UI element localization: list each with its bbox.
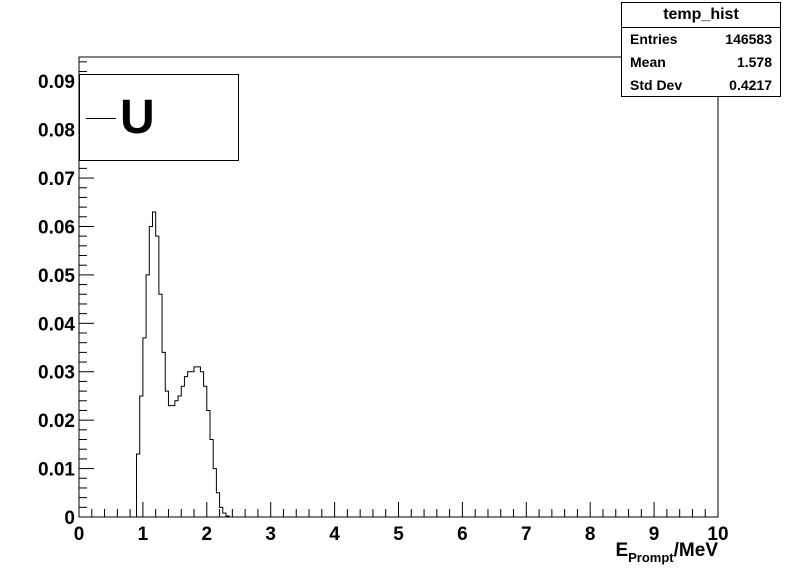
y-tick-label: 0.05 [38,266,75,287]
stats-row-mean: Mean 1.578 [622,51,780,74]
y-tick-label: 0.09 [38,72,75,93]
x-tick-label: 6 [457,524,468,545]
x-tick-label: 4 [329,524,340,545]
legend: U [79,74,239,161]
x-tick-label: 8 [585,524,596,545]
x-axis-label-unit: /MeV [673,540,718,561]
stats-title: temp_hist [622,3,780,28]
stats-label: Entries [630,31,678,47]
x-tick-label: 5 [393,524,404,545]
y-tick-label: 0.01 [38,460,75,481]
legend-line-marker [86,118,116,119]
x-tick-label: 7 [521,524,532,545]
x-tick-label: 3 [265,524,276,545]
stats-row-entries: Entries 146583 [622,28,780,51]
x-tick-label: 10 [707,524,728,545]
y-tick-label: 0.03 [38,363,75,384]
stats-label: Std Dev [630,77,683,93]
x-axis-label: EPrompt/MeV [615,540,718,565]
x-axis-ticks: 0 1 2 3 4 5 6 7 8 9 10 [74,502,729,545]
stats-box: temp_hist Entries 146583 Mean 1.578 Std … [621,2,781,97]
y-tick-label: 0.02 [38,411,75,432]
stats-value: 1.578 [736,54,772,70]
y-tick-label: 0.08 [38,121,75,142]
x-tick-label: 0 [74,524,85,545]
stats-value: 146583 [725,31,772,47]
stats-row-stddev: Std Dev 0.4217 [622,74,780,97]
x-tick-label: 2 [202,524,213,545]
x-axis-label-main: E [615,540,629,561]
y-tick-label: 0.07 [38,169,75,190]
x-tick-label: 9 [649,524,660,545]
y-tick-label: 0 [64,508,75,529]
stats-value: 0.4217 [729,77,772,93]
stats-label: Mean [630,54,666,70]
y-axis-ticks: 0 0.01 0.02 0.03 0.04 0.05 0.06 0.07 0.08 0.09 [38,61,94,529]
y-tick-label: 0.06 [38,217,75,238]
histogram-series [79,211,718,518]
legend-entry-label: U [120,91,155,144]
x-axis-label-subscript: Prompt [628,550,674,565]
y-tick-label: 0.04 [38,314,75,335]
x-tick-label: 1 [138,524,149,545]
